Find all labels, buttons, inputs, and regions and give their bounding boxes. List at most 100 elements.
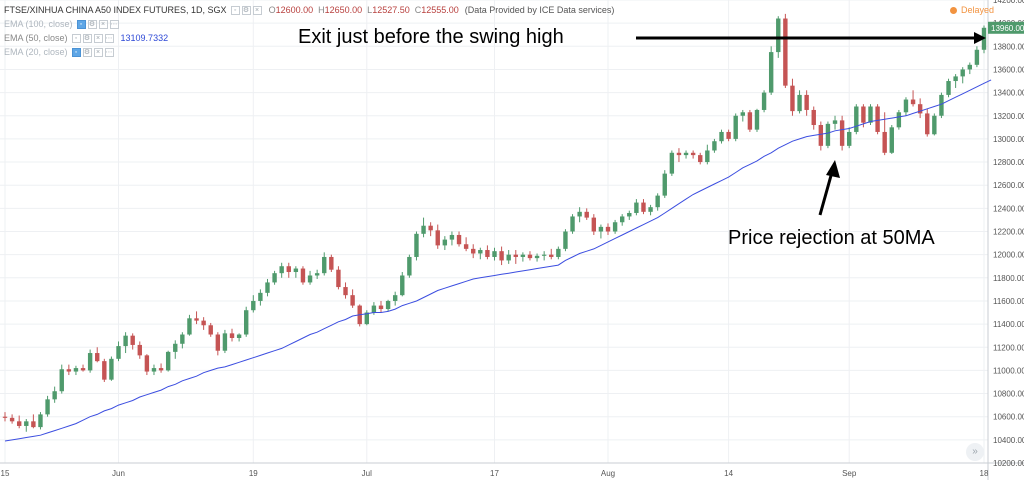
candle-down[interactable]: [329, 256, 334, 270]
close-icon[interactable]: ×: [252, 5, 262, 15]
candle-up[interactable]: [705, 150, 710, 163]
candle-up[interactable]: [960, 69, 965, 77]
candle-up[interactable]: [733, 115, 738, 139]
gear-icon[interactable]: ⚙: [241, 5, 251, 15]
candle-down[interactable]: [16, 421, 22, 426]
candle-down[interactable]: [910, 99, 916, 105]
candle-up[interactable]: [307, 275, 313, 283]
candle-up[interactable]: [825, 123, 831, 146]
candle-down[interactable]: [485, 250, 490, 257]
candle-down[interactable]: [286, 266, 291, 273]
candle-up[interactable]: [59, 369, 64, 392]
candle-up[interactable]: [776, 18, 781, 53]
candle-up[interactable]: [598, 226, 604, 232]
more-icon[interactable]: ⋯: [109, 19, 119, 29]
candle-down[interactable]: [747, 112, 753, 130]
candle-up[interactable]: [868, 106, 873, 123]
candle-down[interactable]: [300, 268, 306, 283]
candle-down[interactable]: [343, 287, 348, 296]
candle-up[interactable]: [719, 131, 724, 142]
candle-up[interactable]: [896, 112, 902, 128]
candle-up[interactable]: [407, 256, 412, 276]
candle-up[interactable]: [761, 92, 767, 110]
candle-up[interactable]: [38, 414, 43, 428]
candle-down[interactable]: [102, 361, 107, 380]
candle-down[interactable]: [80, 368, 86, 371]
symbol-title[interactable]: FTSE/XINHUA CHINA A50 INDEX FUTURES, 1D,…: [4, 5, 227, 15]
candle-down[interactable]: [875, 106, 880, 132]
close-icon[interactable]: ×: [98, 19, 108, 29]
eye-icon[interactable]: ◦: [76, 19, 86, 29]
candle-up[interactable]: [506, 254, 511, 261]
candle-up[interactable]: [322, 256, 327, 274]
candle-down[interactable]: [428, 225, 433, 231]
ema20-label[interactable]: EMA (20, close): [4, 47, 68, 57]
candle-down[interactable]: [31, 421, 36, 428]
candle-up[interactable]: [222, 333, 228, 351]
candle-up[interactable]: [768, 52, 774, 93]
candle-up[interactable]: [556, 248, 561, 257]
candle-up[interactable]: [293, 268, 299, 273]
candle-down[interactable]: [435, 230, 440, 246]
candle-up[interactable]: [151, 368, 157, 372]
candle-down[interactable]: [471, 248, 476, 254]
candle-down[interactable]: [336, 269, 341, 288]
candle-up[interactable]: [669, 152, 675, 174]
candle-up[interactable]: [520, 254, 526, 257]
candle-up[interactable]: [265, 282, 270, 293]
candle-up[interactable]: [953, 76, 958, 82]
candle-down[interactable]: [208, 325, 213, 335]
candle-down[interactable]: [690, 152, 696, 156]
candle-up[interactable]: [87, 353, 93, 371]
candle-up[interactable]: [903, 99, 909, 113]
candle-down[interactable]: [527, 254, 533, 259]
candle-down[interactable]: [839, 120, 845, 146]
candle-up[interactable]: [400, 275, 405, 296]
candle-up[interactable]: [180, 334, 185, 344]
candle-down[interactable]: [605, 226, 611, 232]
candle-up[interactable]: [123, 335, 128, 347]
candle-down[interactable]: [130, 335, 135, 345]
candle-down[interactable]: [378, 305, 384, 310]
candle-up[interactable]: [116, 346, 121, 359]
ema50-label[interactable]: EMA (50, close): [4, 33, 68, 43]
candle-up[interactable]: [73, 368, 79, 372]
candle-up[interactable]: [832, 120, 838, 124]
candle-down[interactable]: [215, 334, 221, 351]
candle-up[interactable]: [627, 212, 632, 217]
candle-up[interactable]: [314, 273, 320, 276]
candle-up[interactable]: [563, 231, 568, 249]
candle-down[interactable]: [818, 125, 824, 146]
candle-up[interactable]: [967, 64, 973, 70]
candle-up[interactable]: [854, 106, 859, 132]
candle-down[interactable]: [925, 113, 930, 135]
candle-up[interactable]: [974, 49, 980, 65]
candle-down[interactable]: [917, 104, 923, 114]
candle-down[interactable]: [513, 254, 518, 257]
candle-up[interactable]: [236, 334, 242, 338]
candle-up[interactable]: [889, 127, 894, 153]
candle-up[interactable]: [712, 141, 717, 151]
candle-up[interactable]: [634, 202, 639, 213]
candle-down[interactable]: [591, 217, 597, 232]
eye-icon[interactable]: ◦: [71, 33, 81, 43]
gear-icon[interactable]: ⚙: [82, 47, 92, 57]
candle-up[interactable]: [442, 239, 448, 246]
candle-up[interactable]: [847, 131, 852, 146]
candle-down[interactable]: [456, 234, 462, 245]
candle-down[interactable]: [499, 251, 504, 261]
candle-down[interactable]: [804, 94, 809, 110]
candle-down[interactable]: [144, 355, 150, 372]
candle-up[interactable]: [570, 216, 575, 232]
candle-up[interactable]: [371, 305, 377, 313]
candle-down[interactable]: [201, 320, 206, 326]
candle-up[interactable]: [45, 399, 50, 415]
candle-up[interactable]: [258, 292, 263, 301]
candle-up[interactable]: [109, 358, 114, 380]
candle-up[interactable]: [52, 391, 57, 400]
candle-down[interactable]: [229, 333, 235, 338]
eye-icon[interactable]: ◦: [71, 47, 81, 57]
candle-up[interactable]: [414, 233, 419, 257]
candle-up[interactable]: [24, 421, 29, 426]
candle-up[interactable]: [655, 195, 660, 208]
